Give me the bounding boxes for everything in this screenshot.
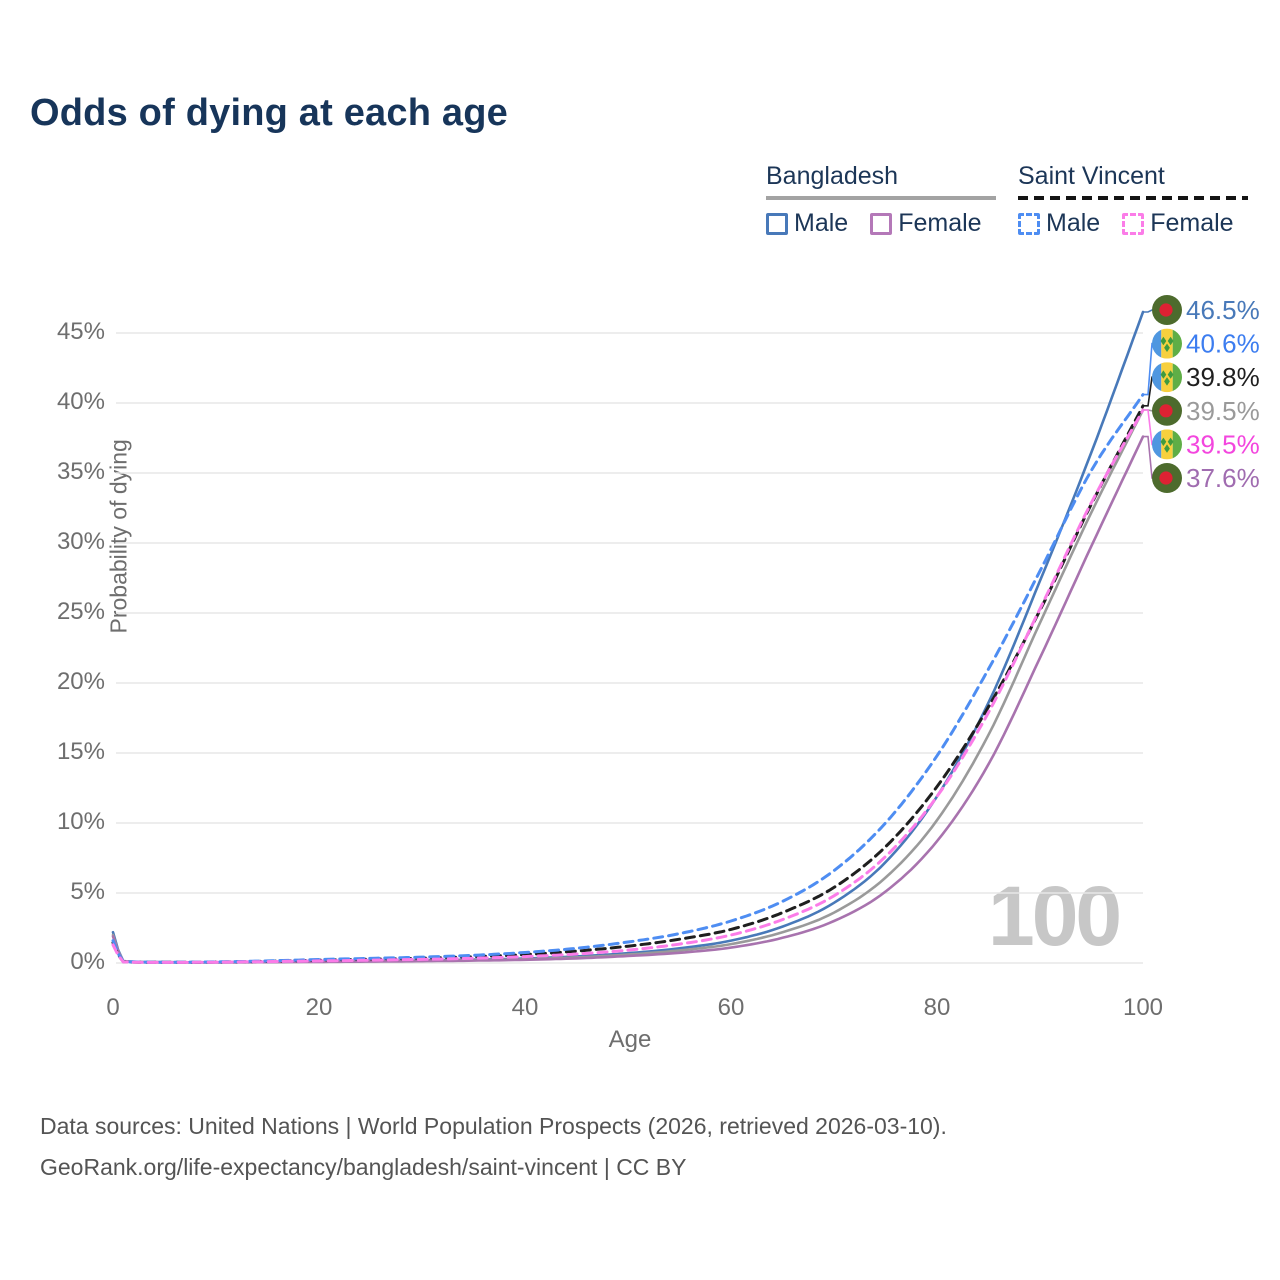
legend-item-saint-vincent-female[interactable]: Female <box>1122 209 1234 238</box>
legend-label-bangladesh-female: Female <box>898 209 982 237</box>
y-tick-label-10%: 10% <box>56 808 105 835</box>
end-label-value-saint-vincent-female: 39.5% <box>1186 429 1260 459</box>
series-line-bangladesh-total <box>111 408 1145 964</box>
end-label-value-bangladesh-male: 46.5% <box>1186 295 1260 325</box>
end-label-connector-1 <box>1143 342 1156 396</box>
y-tick-label-40%: 40% <box>56 388 105 415</box>
legend-group-saint-vincent-title[interactable]: Saint Vincent <box>1018 162 1165 190</box>
x-tick-label-100: 100 <box>1122 994 1164 1021</box>
end-label-value-saint-vincent-male: 40.6% <box>1186 329 1260 359</box>
legend-swatch-saint-vincent-female[interactable] <box>1122 212 1145 235</box>
legend-label-saint-vincent-male: Male <box>1046 209 1101 237</box>
y-tick-label-0%: 0% <box>70 948 105 975</box>
legend-swatch-bangladesh-male[interactable] <box>766 212 788 235</box>
x-axis-title: Age <box>608 1026 652 1053</box>
end-label-value-saint-vincent-total: 39.8% <box>1186 362 1260 392</box>
legend-group-saint-vincent: Saint Vincent Male Female <box>1018 162 1248 238</box>
legend-label-bangladesh-male: Male <box>794 209 849 237</box>
legend-underline-bangladesh <box>766 196 996 200</box>
flag-icon-bangladesh <box>1152 395 1182 426</box>
x-tick-label-60: 60 <box>717 994 745 1021</box>
x-tick-label-0: 0 <box>106 994 120 1021</box>
y-tick-label-35%: 35% <box>56 458 105 485</box>
legend-swatch-bangladesh-female[interactable] <box>870 212 893 235</box>
y-tick-label-30%: 30% <box>56 528 105 555</box>
y-tick-label-25%: 25% <box>56 598 105 625</box>
footer-url-line: GeoRank.org/life-expectancy/bangladesh/s… <box>40 1154 687 1180</box>
legend-group-bangladesh-title[interactable]: Bangladesh <box>766 162 899 190</box>
y-tick-label-5%: 5% <box>70 878 105 905</box>
watermark-age-100: 100 <box>988 869 1122 963</box>
x-tick-label-20: 20 <box>305 994 333 1021</box>
legend-group-bangladesh: Bangladesh Male Female <box>766 162 996 238</box>
legend-swatch-saint-vincent-male[interactable] <box>1018 212 1040 235</box>
flag-icon-saint-vincent <box>1152 328 1182 359</box>
series-line-saint-vincent-total <box>111 404 1145 964</box>
series-line-bangladesh-female <box>111 435 1145 964</box>
flag-icon-saint-vincent <box>1152 362 1182 393</box>
footer-source-line: Data sources: United Nations | World Pop… <box>40 1113 947 1139</box>
y-tick-label-45%: 45% <box>56 318 105 345</box>
series-line-saint-vincent-female <box>111 408 1145 964</box>
series-line-saint-vincent-male <box>111 393 1145 964</box>
x-tick-label-80: 80 <box>923 994 951 1021</box>
end-label-value-bangladesh-total: 39.5% <box>1186 396 1260 426</box>
end-label-value-bangladesh-female: 37.6% <box>1186 463 1260 493</box>
legend-item-bangladesh-male[interactable]: Male <box>766 209 848 238</box>
legend-item-bangladesh-female[interactable]: Female <box>870 209 982 238</box>
flag-icon-bangladesh <box>1152 295 1182 325</box>
legend-underline-saint-vincent <box>1018 196 1248 200</box>
flag-icon-saint-vincent <box>1152 429 1182 460</box>
legend-label-saint-vincent-female: Female <box>1150 209 1234 237</box>
x-tick-label-40: 40 <box>511 994 539 1021</box>
y-tick-label-15%: 15% <box>56 738 105 765</box>
footer: Data sources: United Nations | World Pop… <box>40 1106 947 1188</box>
page-title: Odds of dying at each age <box>30 92 508 134</box>
legend-item-saint-vincent-male[interactable]: Male <box>1018 209 1100 238</box>
y-tick-label-20%: 20% <box>56 668 105 695</box>
flag-icon-bangladesh <box>1152 463 1182 493</box>
series-line-bangladesh-male <box>111 310 1145 964</box>
